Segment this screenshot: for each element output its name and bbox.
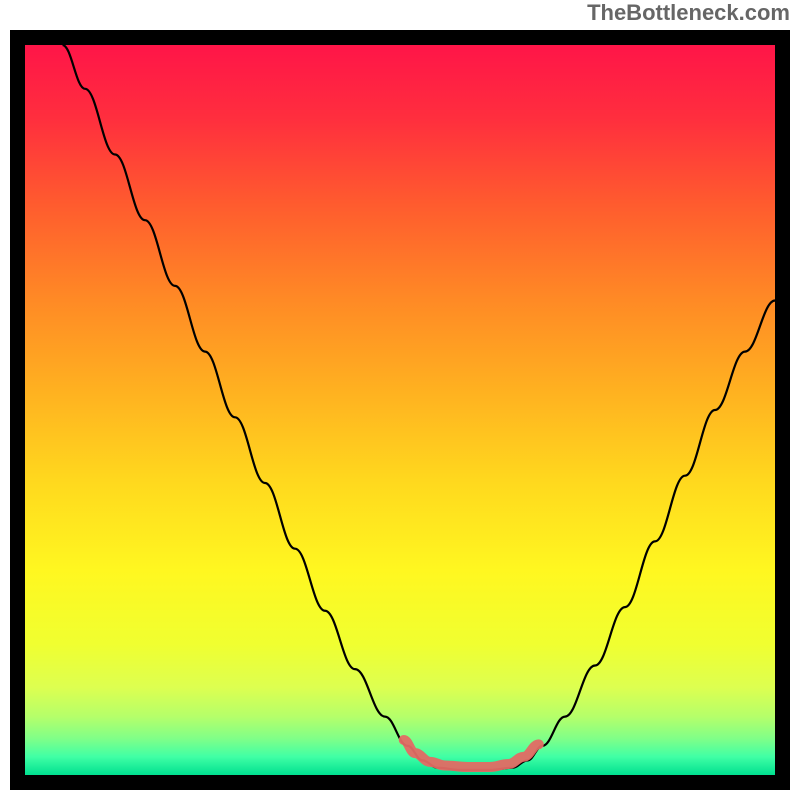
heat-gradient-background	[25, 45, 775, 775]
chart-container: TheBottleneck.com	[0, 0, 800, 800]
bottleneck-curve-chart	[0, 0, 800, 800]
watermark-text: TheBottleneck.com	[587, 0, 790, 26]
